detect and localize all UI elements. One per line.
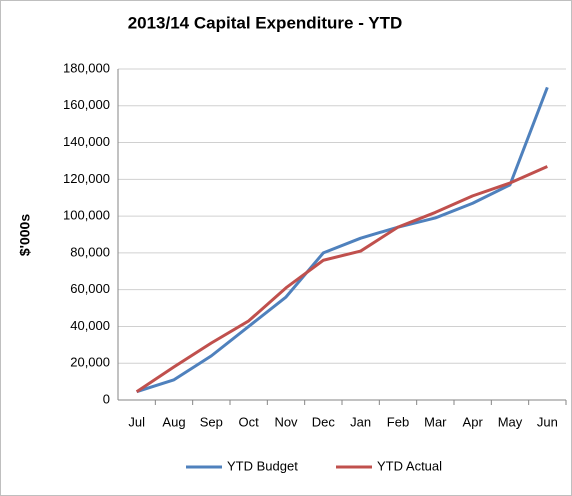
- x-tick-label: Jan: [350, 414, 371, 429]
- x-tick-label: Oct: [239, 414, 260, 429]
- y-tick-label: 140,000: [63, 134, 110, 149]
- x-tick-label: Jul: [128, 414, 145, 429]
- y-tick-label: 180,000: [63, 60, 110, 75]
- series-line: [135, 165, 548, 393]
- x-tick-label: Apr: [463, 414, 484, 429]
- y-tick-label: 40,000: [70, 318, 110, 333]
- legend-label: YTD Budget: [227, 458, 298, 473]
- x-tick-label: May: [498, 414, 523, 429]
- y-tick-label: 0: [103, 391, 110, 406]
- y-tick-label: 60,000: [70, 281, 110, 296]
- x-tick-label: Jun: [537, 414, 558, 429]
- series-line: [136, 86, 549, 394]
- x-tick-label: Dec: [312, 414, 336, 429]
- y-axis-label: $'000s: [17, 214, 33, 256]
- y-tick-label: 160,000: [63, 97, 110, 112]
- x-tick-label: Mar: [424, 414, 447, 429]
- legend-label: YTD Actual: [377, 458, 442, 473]
- x-tick-label: Aug: [162, 414, 185, 429]
- x-tick-label: Sep: [200, 414, 223, 429]
- y-tick-label: 80,000: [70, 244, 110, 259]
- y-tick-label: 120,000: [63, 171, 110, 186]
- x-tick-label: Feb: [387, 414, 409, 429]
- y-tick-label: 100,000: [63, 208, 110, 223]
- y-tick-label: 20,000: [70, 355, 110, 370]
- x-tick-label: Nov: [274, 414, 298, 429]
- chart-title: 2013/14 Capital Expenditure - YTD: [128, 13, 403, 32]
